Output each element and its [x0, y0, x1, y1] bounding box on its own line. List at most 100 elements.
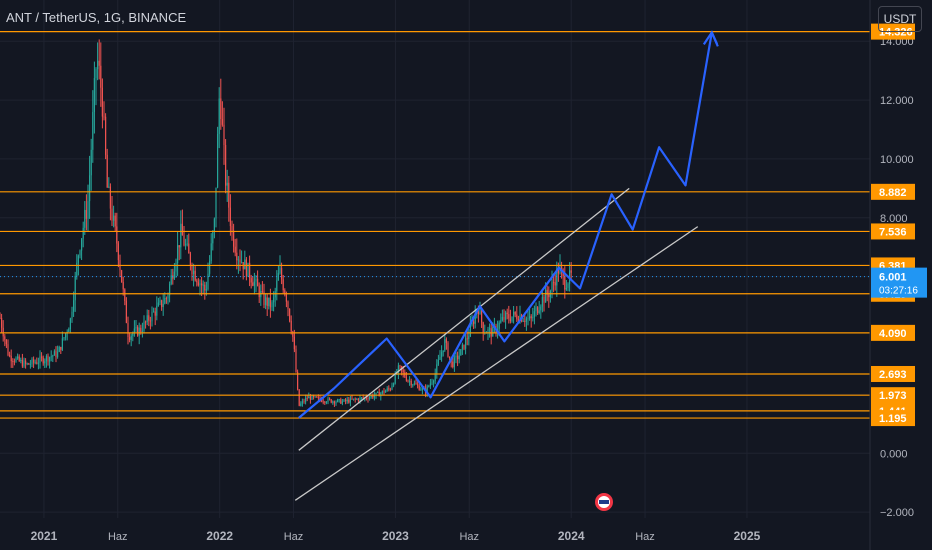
candle-body	[79, 250, 81, 256]
candle-body	[489, 328, 491, 330]
candle-body	[90, 149, 92, 176]
candle-body	[372, 395, 374, 398]
candle-body	[426, 386, 428, 394]
candle-body	[68, 328, 70, 332]
candle-body	[141, 331, 143, 332]
candle-body	[449, 356, 451, 358]
candle-body	[151, 311, 153, 322]
candle-body	[354, 398, 356, 400]
trend-channel[interactable]	[294, 187, 699, 501]
candle-body	[109, 186, 111, 209]
candle-body	[218, 98, 220, 135]
candle-body	[162, 303, 164, 308]
candle-body	[324, 401, 326, 403]
candle-body	[60, 346, 62, 350]
candle-body	[276, 280, 278, 292]
candle-body	[82, 227, 84, 239]
currency-button[interactable]: USDT	[878, 6, 922, 32]
candle-body	[108, 186, 110, 188]
candle-body	[287, 301, 289, 309]
candle-body	[341, 401, 343, 404]
level-tag[interactable]	[871, 410, 915, 427]
candle-body	[564, 275, 566, 290]
y-tick-label: −2.000	[880, 507, 914, 519]
candle-body	[453, 357, 455, 368]
candle-body	[343, 399, 345, 402]
candle-body	[49, 357, 51, 362]
candle-body	[181, 223, 183, 236]
candle-body	[338, 399, 340, 401]
level-tag[interactable]	[871, 365, 915, 382]
candle-body	[175, 262, 177, 272]
candle-body	[245, 259, 247, 277]
candle-body	[303, 401, 305, 403]
candle-body	[447, 342, 449, 357]
candle-body	[527, 318, 529, 320]
horizontal-levels[interactable]	[0, 31, 870, 419]
x-tick-label: 2024	[558, 529, 585, 543]
candle-body	[514, 311, 516, 315]
candle-body	[97, 60, 99, 70]
candle-body	[220, 98, 222, 120]
candle-body	[21, 359, 23, 367]
candle-body	[146, 315, 148, 322]
candle-body	[353, 398, 355, 400]
candle-body	[505, 312, 507, 320]
candle-body	[114, 215, 116, 227]
candle-body	[239, 259, 241, 263]
candle-body	[265, 297, 267, 305]
candle-body	[557, 268, 559, 274]
level-tag-label: 1.973	[879, 390, 907, 402]
channel-lower-line[interactable]	[294, 226, 699, 501]
candle-body	[225, 145, 227, 186]
projection-zigzag[interactable]	[298, 31, 719, 419]
candle-body	[164, 298, 166, 304]
candle-body	[434, 373, 436, 381]
candle-body	[205, 289, 207, 291]
x-tick-label: Haz	[459, 531, 479, 543]
candle-body	[189, 253, 191, 267]
candle-body	[20, 359, 22, 361]
candle-body	[466, 338, 468, 340]
candle-body	[348, 399, 350, 403]
candle-body	[410, 380, 412, 386]
candle-body	[268, 297, 270, 306]
candle-body	[201, 283, 203, 286]
candle-body	[538, 310, 540, 314]
channel-upper-line[interactable]	[298, 187, 630, 451]
candle-body	[132, 333, 134, 336]
level-tag[interactable]	[871, 324, 915, 341]
candle-body	[473, 321, 475, 324]
candle-body	[113, 215, 115, 221]
candle-body	[154, 311, 156, 316]
candle-body	[529, 316, 531, 319]
candle-body	[178, 245, 180, 248]
level-tag[interactable]	[871, 387, 915, 404]
candle-body	[298, 389, 300, 406]
candle-body	[508, 314, 510, 319]
candle-body	[26, 363, 28, 365]
candle-body	[257, 278, 259, 287]
candle-body	[41, 356, 43, 358]
candle-body	[130, 335, 132, 340]
level-tag[interactable]	[871, 223, 915, 240]
candle-body	[540, 306, 542, 311]
candle-body	[513, 311, 515, 317]
candle-body	[477, 311, 479, 315]
projection-path[interactable]	[298, 30, 719, 419]
candle-body	[18, 356, 20, 361]
candle-body	[50, 356, 52, 358]
projection-arrow-head	[702, 30, 719, 47]
candle-body	[129, 337, 131, 340]
candle-body	[391, 385, 393, 390]
candle-body	[247, 262, 249, 277]
current-price-tag	[871, 267, 927, 298]
candle-body	[465, 338, 467, 349]
candle-body	[503, 317, 505, 320]
candle-body	[229, 207, 231, 227]
candle-body	[273, 297, 275, 303]
level-tag[interactable]	[871, 183, 915, 200]
candle-body	[1, 317, 3, 328]
level-tag-label: 1.195	[879, 413, 907, 425]
